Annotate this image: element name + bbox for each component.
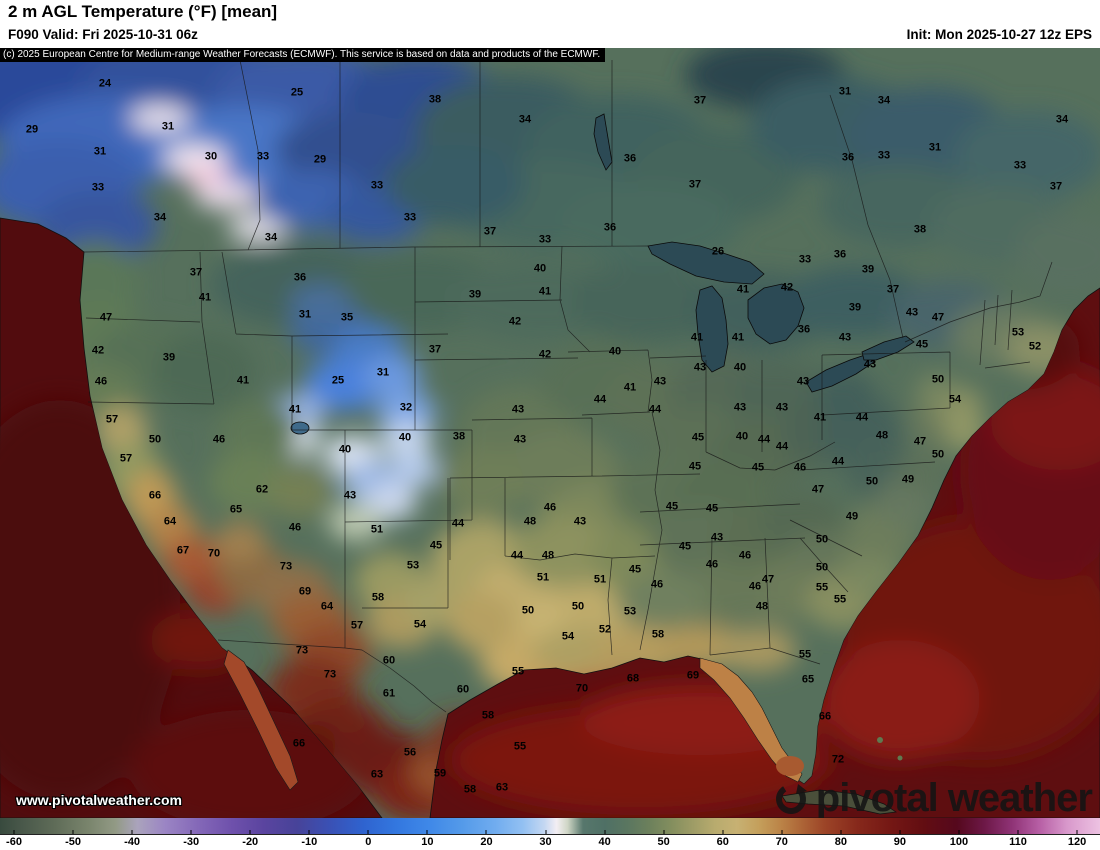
baja-california — [223, 649, 299, 791]
colorbar-tick-label: 20 — [480, 836, 493, 848]
colorbar-tick-mark — [545, 830, 547, 834]
page-title: 2 m AGL Temperature (°F) [mean] — [8, 2, 278, 21]
colorbar-tick-label: -20 — [242, 836, 259, 848]
colorbar-tick-label: -50 — [65, 836, 81, 848]
colorbar: -60 -50 -40 -30 -20 -10 0 10 20 30 40 50 60 70 80 90 100… — [0, 818, 1100, 850]
great-lakes — [290, 113, 915, 435]
site-url: www.pivotalweather.com — [16, 792, 182, 808]
colorbar-tick-label: -30 — [183, 836, 200, 848]
colorbar-tick-mark — [249, 830, 251, 834]
colorbar-tick-label: -60 — [6, 836, 22, 848]
colorbar-tick-mark — [367, 830, 369, 834]
colorbar-tick-mark — [13, 830, 15, 834]
colorbar-tick-label: 10 — [421, 836, 434, 848]
colorbar-tick-label: 100 — [949, 836, 969, 848]
colorbar-tick-mark — [485, 830, 487, 834]
copyright-bar: (c) 2025 European Centre for Medium-rang… — [0, 48, 606, 62]
pivotal-logo-icon — [775, 783, 807, 814]
colorbar-tick-mark — [663, 830, 665, 834]
cuba — [781, 789, 897, 815]
colorbar-tick-mark — [722, 830, 724, 834]
bahamas-island — [877, 737, 883, 743]
init-time-label: Init: Mon 2025-10-27 12z EPS — [906, 27, 1092, 42]
colorbar-tick-label: 60 — [716, 836, 729, 848]
state-borders — [83, 59, 1053, 713]
watermark: pivotal weather — [774, 776, 1093, 821]
colorbar-tick-label: -10 — [301, 836, 318, 848]
colorbar-tick-label: 70 — [775, 836, 788, 848]
map-container — [0, 48, 1100, 818]
colorbar-tick-label: 50 — [657, 836, 670, 848]
colorbar-tick-mark — [781, 830, 783, 834]
colorbar-tick-label: 120 — [1067, 836, 1087, 848]
colorbar-tick-mark — [958, 830, 960, 834]
florida — [699, 657, 803, 783]
bahamas-island — [897, 755, 903, 761]
temperature-map — [0, 48, 1100, 818]
colorbar-tick-label: 90 — [893, 836, 907, 848]
colorbar-tick-label: 30 — [539, 836, 552, 848]
colorbar-tick-label: 40 — [598, 836, 611, 848]
watermark-text: pivotal weather — [815, 776, 1093, 820]
colorbar-tick-mark — [899, 830, 901, 834]
colorbar-tick-mark — [72, 830, 74, 834]
colorbar-tick-label: 80 — [834, 836, 847, 848]
valid-time-label: F090 Valid: Fri 2025-10-31 06z — [8, 27, 198, 42]
colorbar-tick-mark — [604, 830, 606, 834]
colorbar-tick-mark — [840, 830, 842, 834]
colorbar-tick-label: -40 — [124, 836, 141, 848]
colorbar-tick-mark — [308, 830, 310, 834]
colorbar-tick-mark — [1017, 830, 1019, 834]
header-row2: F090 Valid: Fri 2025-10-31 06z Init: Mon… — [8, 27, 1092, 42]
colorbar-tick-mark — [131, 830, 133, 834]
header: 2 m AGL Temperature (°F) [mean] F090 Val… — [0, 0, 1100, 48]
colorbar-gradient — [0, 818, 1100, 835]
colorbar-tick-mark — [190, 830, 192, 834]
colorbar-tick-label: 110 — [1009, 836, 1027, 848]
colorbar-tick-label: 0 — [365, 836, 372, 848]
south-florida-warm — [776, 756, 804, 776]
colorbar-tick-mark — [1076, 830, 1078, 834]
colorbar-tick-mark — [426, 830, 428, 834]
